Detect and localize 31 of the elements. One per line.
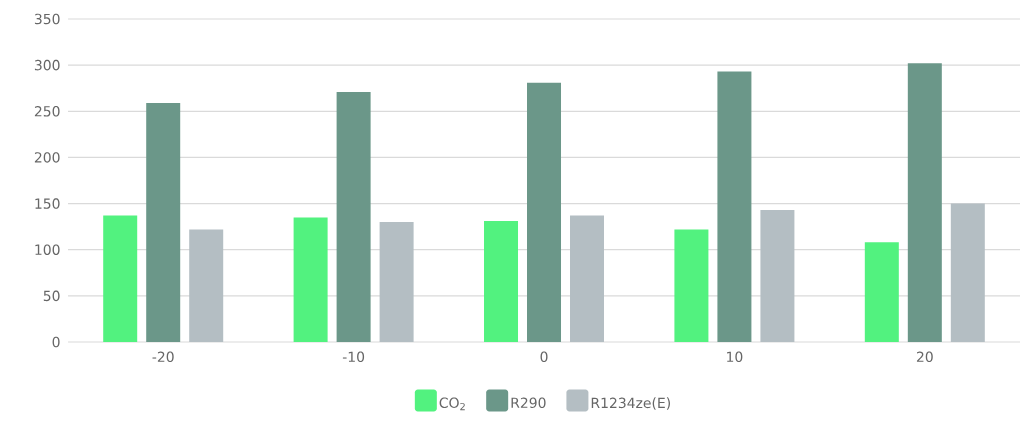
bar: [293, 217, 328, 342]
y-tick-label: 100: [35, 244, 60, 255]
y-tick-label: 300: [34, 59, 60, 71]
x-tick-label: 10: [727, 351, 743, 363]
bar: [864, 242, 899, 342]
y-tick-label: 50: [43, 290, 60, 302]
bar: [570, 215, 605, 342]
y-tick-label: 200: [34, 152, 60, 163]
y-tick-label: 350: [34, 13, 60, 25]
x-tick-label: -10: [342, 351, 365, 363]
bar: [103, 215, 138, 342]
bar: [907, 63, 942, 342]
legend-label: R1234ze(E): [591, 397, 670, 410]
bar: [336, 91, 371, 342]
bar: [674, 229, 709, 342]
x-tick-label: 20: [916, 351, 933, 363]
x-tick-label: -20: [152, 351, 174, 363]
y-tick-label: 150: [35, 198, 60, 209]
legend-label: CO$_{2}$: [439, 397, 465, 411]
bar: [717, 71, 752, 342]
bar: [146, 102, 181, 342]
bar: [760, 210, 795, 342]
x-tick-label: 0: [540, 351, 548, 363]
legend-label: R290: [511, 397, 546, 409]
bar: [189, 229, 224, 342]
y-tick-label: 250: [34, 106, 60, 117]
bar: [950, 203, 985, 342]
y-tick-label: 0: [52, 336, 60, 348]
bar: [527, 82, 562, 342]
bar: [379, 222, 414, 342]
bar: [484, 221, 519, 342]
